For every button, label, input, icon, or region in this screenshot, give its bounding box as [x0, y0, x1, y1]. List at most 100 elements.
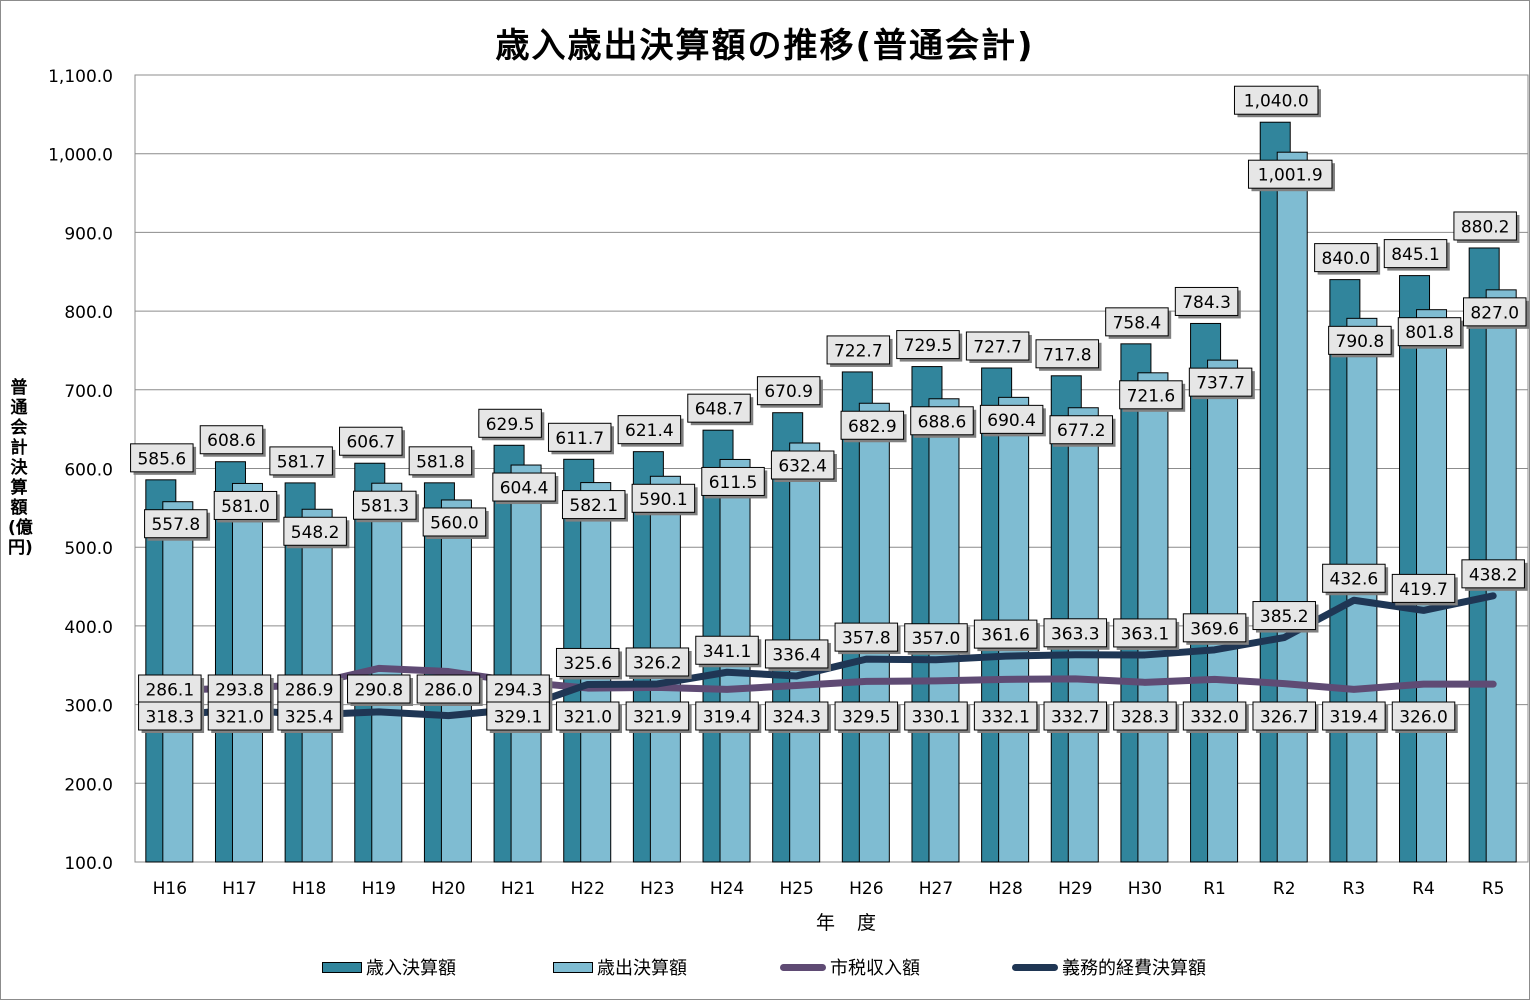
data-label-mandatory: 286.1	[138, 674, 205, 706]
data-label-revenue: 581.8	[408, 446, 475, 478]
data-label-mandatory-box	[207, 674, 272, 704]
data-label-expenditure: 737.7	[1188, 367, 1255, 400]
data-label-mandatory: 325.6	[555, 647, 622, 680]
data-label-expenditure-box	[283, 516, 347, 546]
data-label-revenue-box	[756, 376, 821, 406]
data-label-revenue-text: 608.6	[207, 431, 256, 451]
data-label-tax-box	[486, 701, 550, 731]
data-label-tax: 319.4	[695, 701, 762, 733]
data-label-revenue: 670.9	[756, 376, 823, 408]
x-tick-label: H24	[710, 879, 744, 899]
data-label-mandatory-text: 432.6	[1330, 570, 1379, 590]
data-label-expenditure-text: 677.2	[1057, 421, 1106, 441]
data-label-expenditure: 682.9	[840, 410, 907, 443]
x-tick-label: H28	[988, 879, 1022, 899]
x-tick-label: H22	[571, 879, 605, 899]
bar-expenditure	[1276, 151, 1308, 863]
data-label-expenditure: 1,001.9	[1247, 159, 1335, 192]
data-label-mandatory: 336.4	[764, 639, 831, 671]
data-label-revenue: 581.7	[269, 446, 336, 478]
data-label-expenditure-text: 690.4	[987, 411, 1036, 431]
data-label-tax-text: 332.0	[1190, 708, 1239, 728]
data-label-mandatory-text: 294.3	[494, 681, 543, 701]
data-label-mandatory-box	[973, 619, 1038, 649]
y-tick-label: 900.0	[64, 224, 113, 244]
legend-label-expenditure: 歳出決算額	[597, 958, 687, 979]
data-label-tax-box	[1113, 701, 1177, 731]
data-label-revenue: 606.7	[339, 426, 406, 459]
data-label-revenue-text: 585.6	[137, 449, 186, 469]
legend-swatch-revenue	[322, 961, 362, 973]
data-label-revenue-box	[1383, 239, 1448, 269]
data-label-revenue: 717.8	[1035, 339, 1102, 371]
data-label-revenue-text: 581.8	[416, 452, 465, 472]
data-label-revenue-text: 758.4	[1113, 313, 1162, 333]
data-label-tax-text: 332.1	[981, 708, 1030, 728]
data-label-expenditure-text: 632.4	[778, 457, 827, 477]
data-label-expenditure: 604.4	[492, 472, 559, 505]
data-label-revenue-text: 581.7	[277, 452, 326, 472]
data-label-expenditure-text: 557.8	[151, 515, 200, 535]
data-label-revenue: 648.7	[687, 393, 754, 426]
data-label-mandatory: 438.2	[1461, 559, 1528, 591]
x-tick-label: R2	[1273, 879, 1296, 899]
data-label-expenditure: 690.4	[979, 404, 1046, 437]
legend-item-mandatory: 義務的経費決算額	[1012, 952, 1206, 982]
data-label-mandatory-text: 325.6	[563, 654, 612, 674]
y-tick-label: 800.0	[64, 303, 113, 323]
data-label-expenditure-box	[144, 509, 208, 539]
data-label-tax-text: 321.0	[215, 708, 264, 728]
data-label-expenditure-box	[1397, 317, 1462, 347]
data-label-expenditure-box	[561, 490, 626, 520]
data-label-expenditure-box	[1049, 415, 1114, 445]
data-label-tax-text: 321.0	[563, 708, 612, 728]
data-label-revenue-box	[1105, 307, 1169, 337]
data-label-revenue-box	[1233, 85, 1319, 115]
data-label-mandatory-text: 363.1	[1121, 624, 1170, 644]
data-label-expenditure-text: 790.8	[1336, 332, 1385, 352]
legend-label-tax: 市税収入額	[830, 958, 920, 979]
data-label-tax-box	[1322, 701, 1386, 731]
data-label-revenue-box	[1174, 286, 1239, 316]
data-label-revenue-text: 611.7	[555, 429, 604, 449]
data-label-tax-text: 324.3	[772, 708, 821, 728]
data-label-revenue: 621.4	[617, 415, 684, 447]
data-label-mandatory-box	[695, 635, 759, 665]
data-label-tax: 325.4	[277, 701, 344, 733]
data-label-tax: 321.0	[555, 701, 622, 733]
data-label-mandatory-text: 290.8	[354, 681, 403, 701]
data-label-tax: 328.3	[1113, 701, 1180, 733]
data-label-mandatory: 286.9	[277, 674, 344, 706]
data-label-expenditure-box	[1247, 159, 1333, 189]
data-label-revenue: 729.5	[896, 330, 963, 362]
y-tick-label: 200.0	[64, 775, 113, 795]
data-label-mandatory: 363.3	[1043, 618, 1110, 650]
data-label-tax-box	[1252, 701, 1316, 731]
data-label-mandatory-box	[625, 647, 690, 677]
data-label-mandatory-text: 326.2	[633, 653, 682, 673]
data-label-mandatory-box	[1461, 559, 1525, 589]
data-label-revenue: 629.5	[478, 408, 545, 441]
x-tick-label: H18	[292, 879, 326, 899]
data-label-expenditure-box	[631, 483, 696, 513]
data-label-revenue-text: 880.2	[1461, 217, 1510, 237]
data-label-expenditure-box	[840, 410, 905, 440]
data-label-revenue-box	[408, 446, 473, 476]
data-label-revenue: 880.2	[1453, 211, 1520, 243]
data-label-revenue-box	[687, 393, 751, 423]
data-label-mandatory-text: 286.9	[285, 681, 334, 701]
data-label-tax-box	[138, 701, 202, 731]
data-label-tax: 318.3	[138, 701, 205, 733]
data-label-expenditure-box	[1328, 325, 1392, 355]
data-label-expenditure-text: 682.9	[848, 417, 897, 437]
data-label-revenue-box	[1314, 243, 1378, 273]
data-label-expenditure: 677.2	[1049, 415, 1116, 447]
data-label-revenue-box	[478, 408, 542, 438]
data-label-mandatory-text: 357.8	[842, 629, 891, 649]
x-tick-label: R5	[1482, 879, 1505, 899]
data-label-expenditure: 581.0	[213, 490, 280, 523]
data-label-revenue-box	[617, 415, 682, 445]
legend-item-expenditure: 歳出決算額	[553, 952, 687, 982]
x-tick-label: H26	[849, 879, 883, 899]
data-label-expenditure: 560.0	[422, 507, 489, 539]
